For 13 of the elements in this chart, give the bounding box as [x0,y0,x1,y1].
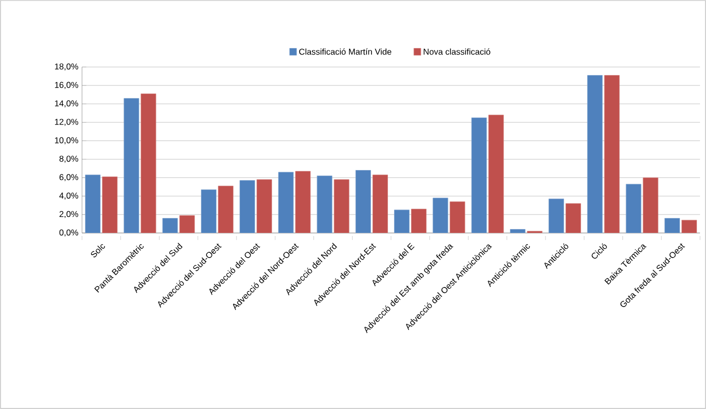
legend-label: Nova classificació [424,48,490,55]
legend-label: Classificació Martín Vide [299,48,392,55]
y-tick-label: 16,0% [55,82,78,89]
y-tick-label: 0,0% [59,229,78,236]
y-tick-label: 12,0% [55,118,78,126]
y-tick-label: 14,0% [55,100,78,108]
y-tick-label: 6,0% [60,174,78,182]
y-tick-label: 18,0% [55,63,78,70]
y-tick-label: 2,0% [60,211,78,218]
y-tick-label: 10,0% [55,137,78,144]
y-tick-label: 4,0% [59,192,78,200]
y-tick-label: 8,0% [59,156,78,163]
x-tick-label: Solc [90,244,105,258]
